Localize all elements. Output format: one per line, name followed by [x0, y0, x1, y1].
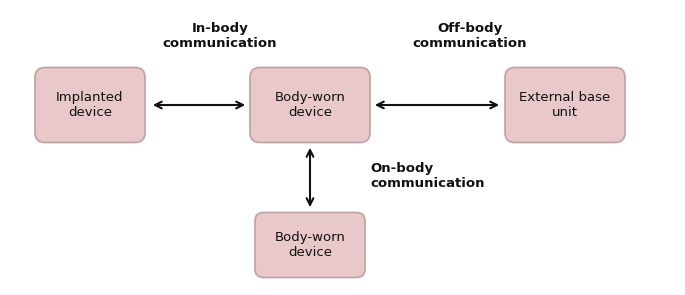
Text: External base
unit: External base unit — [519, 91, 610, 119]
FancyBboxPatch shape — [250, 68, 370, 142]
FancyBboxPatch shape — [505, 68, 625, 142]
Text: Off-body
communication: Off-body communication — [413, 22, 527, 50]
FancyBboxPatch shape — [35, 68, 145, 142]
FancyBboxPatch shape — [255, 212, 365, 278]
Text: In-body
communication: In-body communication — [163, 22, 277, 50]
Text: Implanted
device: Implanted device — [56, 91, 124, 119]
Text: Body-worn
device: Body-worn device — [275, 231, 345, 259]
Text: Body-worn
device: Body-worn device — [275, 91, 345, 119]
Text: On-body
communication: On-body communication — [370, 162, 484, 190]
